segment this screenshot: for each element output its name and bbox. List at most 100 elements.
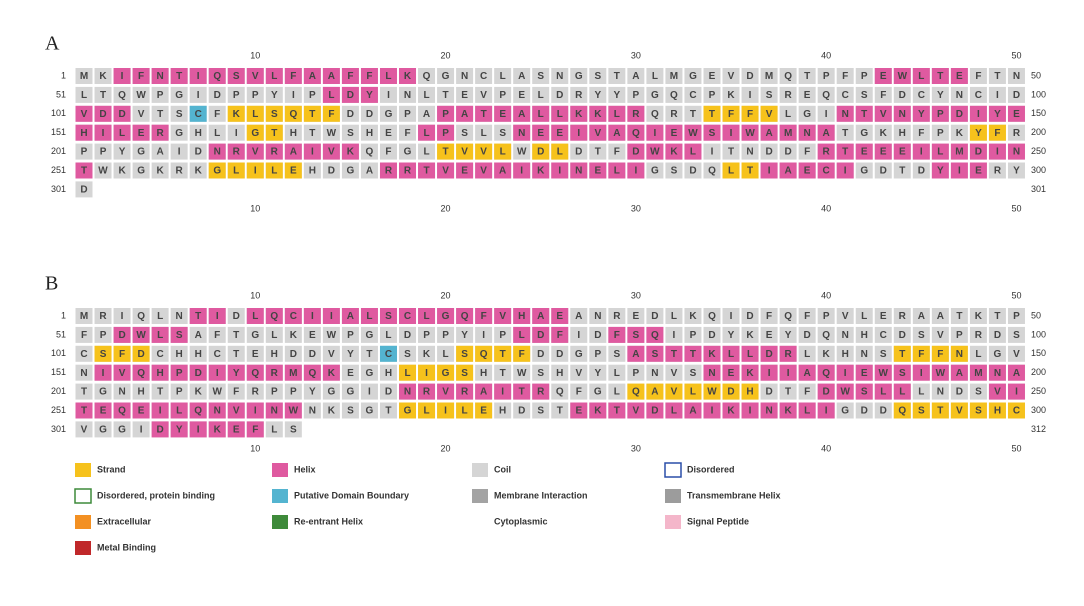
segment-cell xyxy=(589,124,607,141)
residue: S xyxy=(461,128,468,139)
residue: E xyxy=(804,90,811,101)
segment-cell xyxy=(551,143,569,160)
segment-cell xyxy=(684,402,702,419)
segment-cell xyxy=(456,364,474,381)
segment-cell xyxy=(494,162,512,179)
segment-cell xyxy=(227,402,245,419)
residue: D xyxy=(328,166,335,177)
residue: L xyxy=(271,71,277,82)
residue-cell xyxy=(379,364,397,381)
residue: G xyxy=(366,330,374,341)
residue-cell xyxy=(722,326,740,343)
segment-cell xyxy=(418,402,436,419)
residue: P xyxy=(937,128,944,139)
residue: C xyxy=(480,71,487,82)
residue: R xyxy=(575,90,583,101)
residue: H xyxy=(195,128,202,139)
residue: T xyxy=(747,166,753,177)
residue-cell xyxy=(75,326,93,343)
residue: K xyxy=(99,71,107,82)
segment-cell xyxy=(284,162,302,179)
legend-swatch xyxy=(664,462,682,478)
residue-cell xyxy=(132,383,150,400)
residue: C xyxy=(918,90,925,101)
residue: R xyxy=(1013,128,1021,139)
residue: T xyxy=(443,90,449,101)
residue: N xyxy=(594,311,601,322)
residue-cell xyxy=(151,105,169,122)
segment-cell xyxy=(798,402,816,419)
residue-cell xyxy=(836,402,854,419)
segment-cell xyxy=(817,143,835,160)
residue: T xyxy=(233,330,239,341)
segment-cell xyxy=(227,105,245,122)
residue: A xyxy=(480,387,487,398)
residue: N xyxy=(804,128,811,139)
residue: I xyxy=(330,311,333,322)
residue-cell xyxy=(817,86,835,103)
segment-cell xyxy=(456,162,474,179)
residue: N xyxy=(80,368,87,379)
residue-cell xyxy=(360,105,378,122)
segment-cell xyxy=(170,326,188,343)
residue-cell xyxy=(741,143,759,160)
residue-cell xyxy=(950,383,968,400)
residue-cell xyxy=(684,308,702,324)
residue: F xyxy=(804,311,810,322)
residue-cell xyxy=(341,364,359,381)
residue: Y xyxy=(594,90,601,101)
segment-cell xyxy=(684,345,702,362)
residue-cell xyxy=(94,86,112,103)
segment-cell xyxy=(494,143,512,160)
segment-cell xyxy=(798,364,816,381)
residue: P xyxy=(823,71,830,82)
residue-cell xyxy=(570,345,588,362)
segment-cell xyxy=(551,124,569,141)
legend-swatch xyxy=(75,541,91,555)
residue: D xyxy=(309,349,316,360)
residue-cell xyxy=(798,105,816,122)
residue: W xyxy=(879,368,889,379)
residue: R xyxy=(784,349,792,360)
residue-cell xyxy=(151,143,169,160)
residue: T xyxy=(557,406,563,417)
segment-cell xyxy=(284,364,302,381)
segment-cell xyxy=(189,364,207,381)
residue: D xyxy=(290,349,297,360)
residue-cell xyxy=(608,308,626,324)
residue-cell xyxy=(722,143,740,160)
residue-cell xyxy=(303,383,321,400)
residue: S xyxy=(404,349,411,360)
residue: C xyxy=(689,90,696,101)
segment-cell xyxy=(246,402,264,419)
residue-cell xyxy=(475,86,493,103)
residue: K xyxy=(157,166,165,177)
residue-cell xyxy=(798,308,816,324)
residue-cell xyxy=(703,143,721,160)
segment-cell xyxy=(931,68,949,84)
residue: G xyxy=(327,387,335,398)
residue-cell xyxy=(113,383,131,400)
segment-cell xyxy=(151,124,169,141)
segment-cell xyxy=(608,105,626,122)
residue-cell xyxy=(703,326,721,343)
segment-cell xyxy=(94,124,112,141)
residue-cell xyxy=(855,345,873,362)
residue: H xyxy=(271,349,278,360)
residue-cell xyxy=(532,86,550,103)
segment-cell xyxy=(684,124,702,141)
residue: S xyxy=(537,368,544,379)
row-start: 301 xyxy=(51,424,66,434)
residue: S xyxy=(537,406,544,417)
residue: D xyxy=(956,387,963,398)
residue: I xyxy=(197,90,200,101)
row-end: 150 xyxy=(1031,108,1046,118)
residue-cell xyxy=(341,345,359,362)
residue: K xyxy=(880,128,888,139)
segment-cell xyxy=(988,105,1006,122)
residue: S xyxy=(652,349,659,360)
residue: G xyxy=(99,425,107,436)
residue-cell xyxy=(265,345,283,362)
residue: R xyxy=(271,368,279,379)
residue-cell xyxy=(931,124,949,141)
